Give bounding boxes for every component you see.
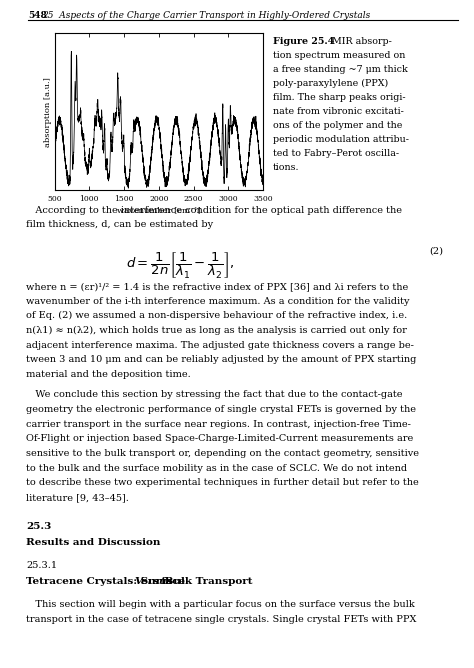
Text: where n = (εr)¹/² = 1.4 is the refractive index of PPX [36] and λi refers to the: where n = (εr)¹/² = 1.4 is the refractiv… bbox=[26, 282, 408, 291]
Text: MIR absorp-: MIR absorp- bbox=[326, 37, 392, 45]
Text: 548: 548 bbox=[28, 11, 47, 19]
Text: carrier transport in the surface near regions. In contrast, injection-free Time-: carrier transport in the surface near re… bbox=[26, 420, 411, 428]
Text: nate from vibronic excitati-: nate from vibronic excitati- bbox=[273, 107, 403, 116]
Text: literature [9, 43–45].: literature [9, 43–45]. bbox=[26, 493, 129, 502]
Text: adjacent interference maxima. The adjusted gate thickness covers a range be-: adjacent interference maxima. The adjust… bbox=[26, 341, 414, 349]
Text: Results and Discussion: Results and Discussion bbox=[26, 538, 160, 547]
Text: This section will begin with a particular focus on the surface versus the bulk: This section will begin with a particula… bbox=[26, 600, 415, 609]
Text: of Eq. (2) we assumed a non-dispersive behaviour of the refractive index, i.e.: of Eq. (2) we assumed a non-dispersive b… bbox=[26, 311, 407, 321]
Text: a free standing ~7 μm thick: a free standing ~7 μm thick bbox=[273, 65, 407, 73]
Text: transport in the case of tetracene single crystals. Single crystal FETs with PPX: transport in the case of tetracene singl… bbox=[26, 615, 417, 623]
Text: wavenumber of the i-th interference maximum. As a condition for the validity: wavenumber of the i-th interference maxi… bbox=[26, 297, 410, 305]
Text: Bulk Transport: Bulk Transport bbox=[161, 577, 253, 586]
Text: Of-Flight or injection based Space-Charge-Limited-Current measurements are: Of-Flight or injection based Space-Charg… bbox=[26, 434, 413, 443]
Text: tion spectrum measured on: tion spectrum measured on bbox=[273, 51, 405, 59]
Text: Tetracene Crystals: Surface: Tetracene Crystals: Surface bbox=[26, 577, 189, 586]
Text: According to the interference condition for the optical path difference the: According to the interference condition … bbox=[26, 206, 402, 214]
Text: sensitive to the bulk transport or, depending on the contact geometry, sensitive: sensitive to the bulk transport or, depe… bbox=[26, 449, 419, 458]
Text: 25.3: 25.3 bbox=[26, 522, 51, 531]
Text: film thickness, d, can be estimated by: film thickness, d, can be estimated by bbox=[26, 220, 213, 229]
Text: 25.3.1: 25.3.1 bbox=[26, 561, 57, 570]
Text: material and the deposition time.: material and the deposition time. bbox=[26, 370, 191, 379]
Text: We conclude this section by stressing the fact that due to the contact-gate: We conclude this section by stressing th… bbox=[26, 390, 402, 399]
Text: to the bulk and the surface mobility as in the case of SCLC. We do not intend: to the bulk and the surface mobility as … bbox=[26, 464, 407, 472]
Text: tions.: tions. bbox=[273, 163, 299, 172]
Text: (2): (2) bbox=[429, 246, 443, 255]
Text: ted to Fabry–Perot oscilla-: ted to Fabry–Perot oscilla- bbox=[273, 149, 399, 158]
Text: film. The sharp peaks origi-: film. The sharp peaks origi- bbox=[273, 93, 405, 102]
Text: ons of the polymer and the: ons of the polymer and the bbox=[273, 121, 402, 130]
Text: geometry the electronic performance of single crystal FETs is governed by the: geometry the electronic performance of s… bbox=[26, 405, 416, 413]
Text: $d = \dfrac{1}{2n}\left[\dfrac{1}{\lambda_1} - \dfrac{1}{\lambda_2}\right],$: $d = \dfrac{1}{2n}\left[\dfrac{1}{\lambd… bbox=[126, 250, 234, 280]
Text: periodic modulation attribu-: periodic modulation attribu- bbox=[273, 135, 409, 144]
X-axis label: wavenumber [cm⁻¹]: wavenumber [cm⁻¹] bbox=[117, 206, 201, 214]
Text: 25  Aspects of the Charge Carrier Transport in Highly-Ordered Crystals: 25 Aspects of the Charge Carrier Transpo… bbox=[42, 11, 370, 19]
Text: tween 3 and 10 μm and can be reliably adjusted by the amount of PPX starting: tween 3 and 10 μm and can be reliably ad… bbox=[26, 355, 417, 364]
Text: Versus: Versus bbox=[134, 577, 173, 586]
Text: poly-paraxylylene (PPX): poly-paraxylylene (PPX) bbox=[273, 79, 388, 88]
Text: n(λ1) ≈ n(λ2), which holds true as long as the analysis is carried out only for: n(λ1) ≈ n(λ2), which holds true as long … bbox=[26, 326, 407, 335]
Y-axis label: absorption [a.u.]: absorption [a.u.] bbox=[44, 77, 52, 147]
Text: to describe these two experimental techniques in further detail but refer to the: to describe these two experimental techn… bbox=[26, 478, 419, 487]
Text: Figure 25.4: Figure 25.4 bbox=[273, 37, 334, 45]
